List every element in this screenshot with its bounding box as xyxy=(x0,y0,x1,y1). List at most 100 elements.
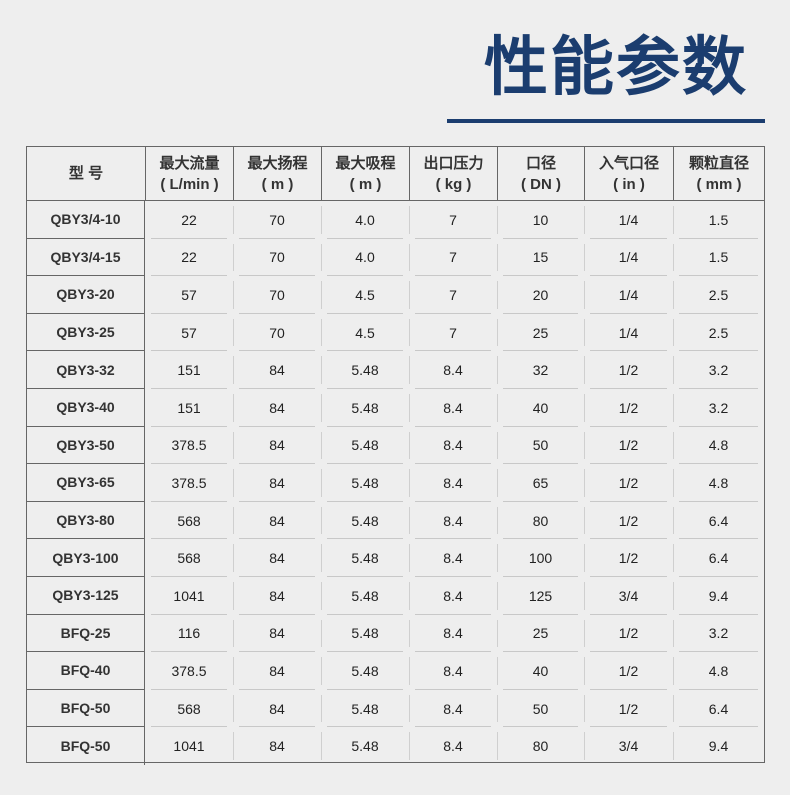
model-cell: QBY3-100 xyxy=(27,539,145,577)
table-row: BFQ-50 568 84 5.48 8.4 50 1/2 6.4 xyxy=(27,689,764,728)
value-cell: 1.5 xyxy=(673,239,764,277)
value-cell: 1/2 xyxy=(584,652,673,690)
value-cell: 5.48 xyxy=(321,502,409,540)
value-cell: 4.5 xyxy=(321,276,409,314)
column-header-unit: ( in ) xyxy=(613,175,645,193)
spec-table: 型 号 最大流量 ( L/min ) 最大扬程 ( m ) 最大吸程 ( m ) 出口压力 ( … xyxy=(26,146,765,765)
value-cell: 568 xyxy=(145,502,233,540)
value-cell: 40 xyxy=(497,389,584,427)
model-cell: QBY3-65 xyxy=(27,464,145,502)
value-cell: 5.48 xyxy=(321,464,409,502)
value-cell: 80 xyxy=(497,727,584,765)
value-cell: 8.4 xyxy=(409,690,497,728)
value-cell: 7 xyxy=(409,314,497,352)
model-cell: QBY3/4-15 xyxy=(27,238,145,277)
value-cell: 84 xyxy=(233,389,321,427)
value-cell: 4.8 xyxy=(673,427,764,465)
model-cell: BFQ-40 xyxy=(27,652,145,690)
value-cell: 32 xyxy=(497,351,584,389)
table-body: QBY3/4-10 22 70 4.0 7 10 1/4 1.5 QBY3/4-15 22 70 4.… xyxy=(27,201,764,765)
column-header: 口径 ( DN ) xyxy=(497,147,584,200)
value-cell: 25 xyxy=(497,314,584,352)
value-cell: 84 xyxy=(233,577,321,615)
table-row: QBY3/4-15 22 70 4.0 7 15 1/4 1.5 xyxy=(27,238,764,277)
value-cell: 2.5 xyxy=(673,314,764,352)
column-header-name: 出口压力 xyxy=(423,154,484,172)
table-header: 型 号 最大流量 ( L/min ) 最大扬程 ( m ) 最大吸程 ( m ) 出口压力 ( … xyxy=(27,147,764,201)
column-header-name: 口径 xyxy=(525,154,556,172)
table-row: QBY3-20 57 70 4.5 7 20 1/4 2.5 xyxy=(27,276,764,314)
model-cell: QBY3-20 xyxy=(27,276,145,314)
column-header-name: 最大扬程 xyxy=(247,154,308,172)
table-row: QBY3-50 378.5 84 5.48 8.4 50 1/2 4.8 xyxy=(27,426,764,465)
value-cell: 1/4 xyxy=(584,276,673,314)
value-cell: 22 xyxy=(145,239,233,277)
model-cell: QBY3-25 xyxy=(27,313,145,352)
value-cell: 10 xyxy=(497,201,584,239)
value-cell: 8.4 xyxy=(409,652,497,690)
column-header: 最大扬程 ( m ) xyxy=(233,147,321,200)
value-cell: 1/2 xyxy=(584,389,673,427)
column-header-name: 颗粒直径 xyxy=(688,154,749,172)
value-cell: 57 xyxy=(145,314,233,352)
value-cell: 6.4 xyxy=(673,539,764,577)
value-cell: 5.48 xyxy=(321,351,409,389)
value-cell: 1/4 xyxy=(584,314,673,352)
value-cell: 378.5 xyxy=(145,427,233,465)
value-cell: 25 xyxy=(497,615,584,653)
table-row: QBY3-80 568 84 5.48 8.4 80 1/2 6.4 xyxy=(27,501,764,540)
value-cell: 6.4 xyxy=(673,690,764,728)
column-header: 颗粒直径 ( mm ) xyxy=(673,147,764,200)
table-row: QBY3-40 151 84 5.48 8.4 40 1/2 3.2 xyxy=(27,388,764,427)
value-cell: 1/2 xyxy=(584,427,673,465)
table-row: BFQ-40 378.5 84 5.48 8.4 40 1/2 4.8 xyxy=(27,652,764,690)
table-row: BFQ-25 116 84 5.48 8.4 25 1/2 3.2 xyxy=(27,614,764,653)
value-cell: 84 xyxy=(233,615,321,653)
value-cell: 8.4 xyxy=(409,464,497,502)
table-row: QBY3-100 568 84 5.48 8.4 100 1/2 6.4 xyxy=(27,539,764,577)
column-header-name: 最大吸程 xyxy=(335,154,396,172)
value-cell: 70 xyxy=(233,239,321,277)
column-header-name: 型 号 xyxy=(68,165,104,182)
value-cell: 3.2 xyxy=(673,351,764,389)
value-cell: 8.4 xyxy=(409,727,497,765)
value-cell: 4.8 xyxy=(673,652,764,690)
value-cell: 50 xyxy=(497,427,584,465)
value-cell: 378.5 xyxy=(145,464,233,502)
value-cell: 5.48 xyxy=(321,690,409,728)
model-cell: QBY3-80 xyxy=(27,501,145,540)
value-cell: 4.0 xyxy=(321,239,409,277)
value-cell: 1/2 xyxy=(584,502,673,540)
value-cell: 116 xyxy=(145,615,233,653)
value-cell: 8.4 xyxy=(409,351,497,389)
model-cell: BFQ-25 xyxy=(27,614,145,653)
value-cell: 151 xyxy=(145,389,233,427)
table-row: QBY3/4-10 22 70 4.0 7 10 1/4 1.5 xyxy=(27,201,764,239)
value-cell: 70 xyxy=(233,314,321,352)
column-header-unit: ( m ) xyxy=(261,175,294,193)
value-cell: 84 xyxy=(233,502,321,540)
value-cell: 100 xyxy=(497,539,584,577)
value-cell: 9.4 xyxy=(673,727,764,765)
value-cell: 7 xyxy=(409,276,497,314)
value-cell: 84 xyxy=(233,727,321,765)
value-cell: 9.4 xyxy=(673,577,764,615)
value-cell: 4.0 xyxy=(321,201,409,239)
value-cell: 8.4 xyxy=(409,615,497,653)
table-row: QBY3-125 1041 84 5.48 8.4 125 3/4 9.4 xyxy=(27,576,764,615)
value-cell: 22 xyxy=(145,201,233,239)
column-header-name: 最大流量 xyxy=(159,154,220,172)
value-cell: 2.5 xyxy=(673,276,764,314)
value-cell: 50 xyxy=(497,690,584,728)
value-cell: 80 xyxy=(497,502,584,540)
value-cell: 15 xyxy=(497,239,584,277)
value-cell: 40 xyxy=(497,652,584,690)
value-cell: 151 xyxy=(145,351,233,389)
model-cell: QBY3-50 xyxy=(27,426,145,465)
value-cell: 1/2 xyxy=(584,690,673,728)
column-header: 型 号 xyxy=(27,147,145,200)
column-header-unit: ( mm ) xyxy=(696,175,742,193)
table-row: BFQ-50 1041 84 5.48 8.4 80 3/4 9.4 xyxy=(27,727,764,765)
table-row: QBY3-25 57 70 4.5 7 25 1/4 2.5 xyxy=(27,313,764,352)
value-cell: 7 xyxy=(409,239,497,277)
